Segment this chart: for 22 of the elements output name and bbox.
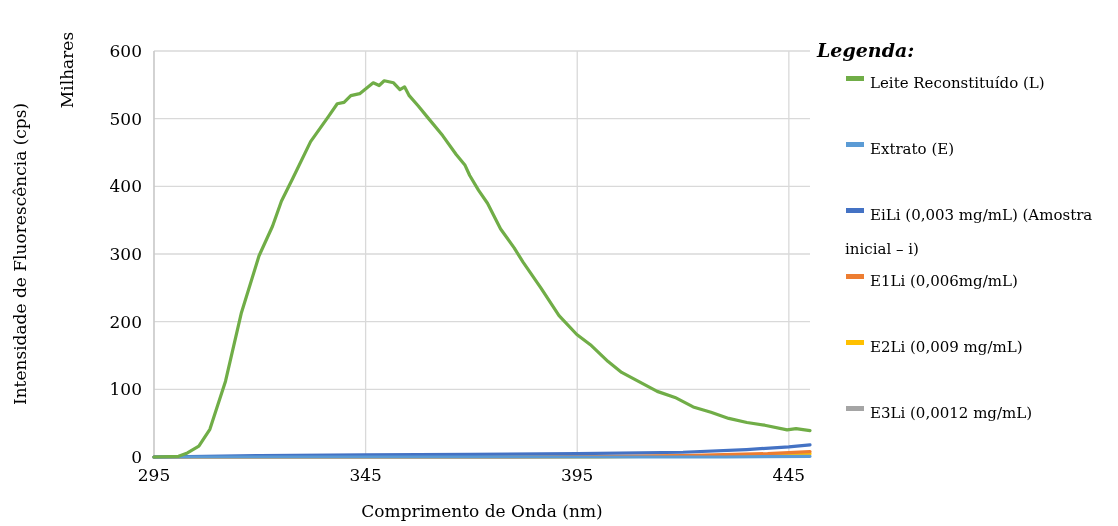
x-tick-label: 445 [772,465,806,485]
y-axis-title: Intensidade de Fluorescência (cps) [10,102,30,406]
x-tick-label: 345 [349,465,382,485]
y-tick-label: 0 [131,447,142,467]
text: Milhares [57,31,77,109]
y-tick-label: 100 [109,379,142,400]
legend-label: EiLi (0,003 mg/mL) (Amostra inicial – i) [845,206,1093,258]
y-tick-label: 600 [109,41,142,61]
x-tick-label: 295 [137,465,171,485]
y-tick-label: 200 [109,311,142,332]
x-axis-title: Comprimento de Onda (nm) [361,501,603,521]
y-tick-label: 400 [109,176,142,197]
legend-label: Leite Reconstituído (L) [870,74,1045,92]
legend-label: E2Li (0,009 mg/mL) [870,338,1023,356]
legend-label: E3Li (0,0012 mg/mL) [870,404,1033,422]
legend-label: E1Li (0,006mg/mL) [870,272,1018,290]
legend-label: Extrato (E) [870,140,955,158]
legend-title: Legenda: [816,39,915,61]
y-tick-label: 300 [109,244,142,264]
y-tick-label: 500 [109,108,142,129]
x-tick-label: 395 [561,465,594,485]
line-series [152,79,812,459]
